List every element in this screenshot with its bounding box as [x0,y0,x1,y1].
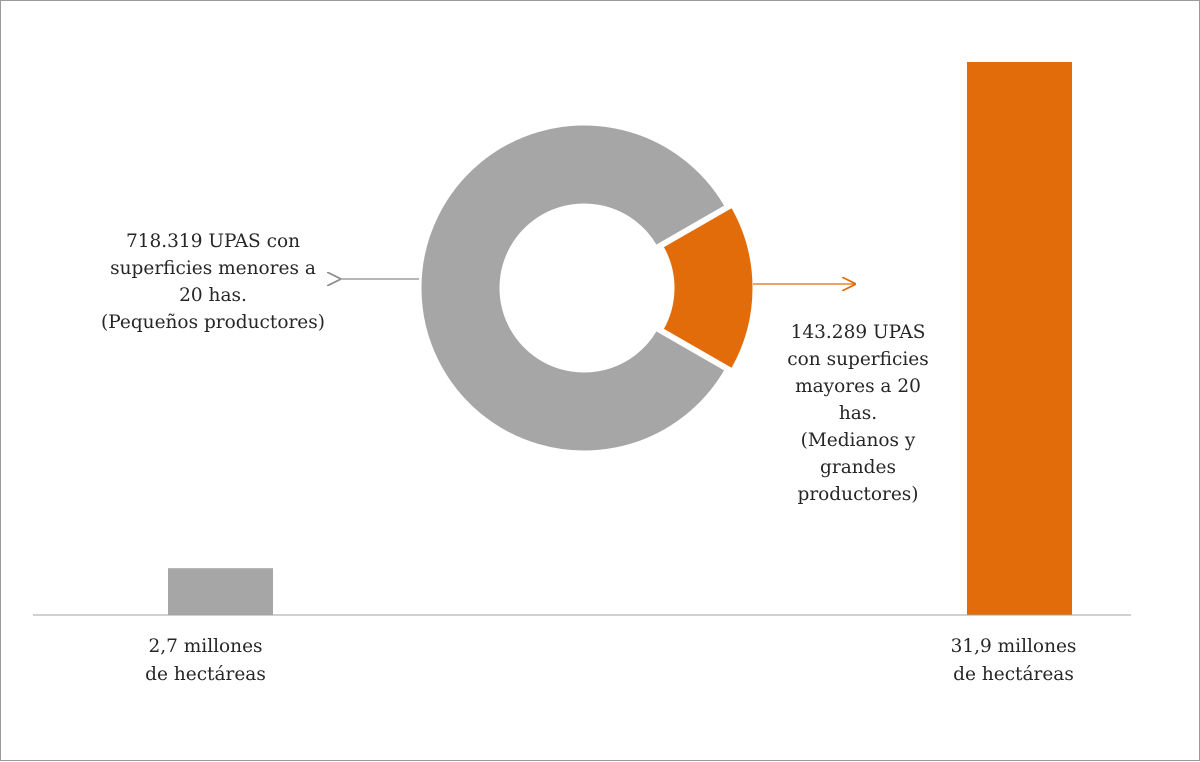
label-line: grandes [820,457,896,478]
bar-small-producers-hectares [168,568,273,615]
label-line: has. [839,403,877,424]
donut-slice-small-producers [418,122,729,454]
label-line: 31,9 millones [951,636,1077,657]
label-line: mayores a 20 [795,376,921,397]
bar-large-producers-hectares [967,62,1072,615]
bar-chart: 2,7 millones de hectáreas 31,9 millones de … [145,62,1076,685]
label-line: superficies menores a [110,258,316,279]
label-line: 20 has. [179,285,247,306]
label-line: de hectáreas [953,664,1074,685]
label-line: productores) [797,484,918,505]
label-line: con superficies [787,349,928,370]
label-line: (Medianos y [801,430,916,451]
donut-slice-large-producers [659,204,756,372]
slice-label-small-producers: 718.319 UPAS con superficies menores a 20 … [101,231,325,333]
label-line: 2,7 millones [148,636,262,657]
label-line: 718.319 UPAS con [126,231,300,252]
bar-category-label-large: 31,9 millones de hectáreas [951,636,1077,685]
label-line: 143.289 UPAS [791,322,926,343]
bar-category-label-small: 2,7 millones de hectáreas [145,636,266,685]
label-line: de hectáreas [145,664,266,685]
donut-chart [418,122,756,454]
label-line: (Pequeños productores) [101,312,325,333]
slice-label-large-producers: 143.289 UPAS con superficies mayores a 20 h… [787,322,928,505]
